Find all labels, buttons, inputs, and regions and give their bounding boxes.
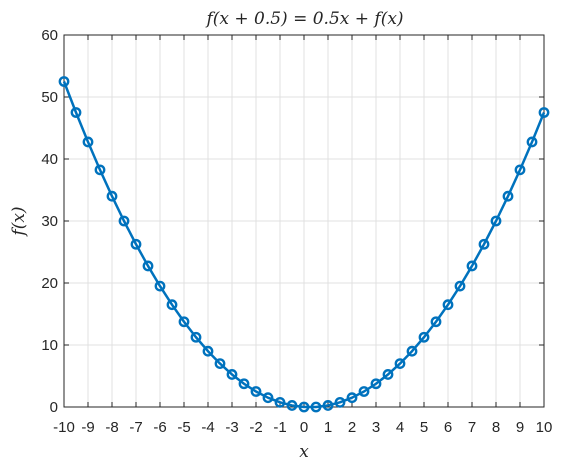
data-point: [466, 260, 478, 272]
data-point: [442, 299, 454, 311]
data-point: [130, 238, 142, 250]
data-point: [310, 401, 322, 413]
x-tick-label: -8: [105, 419, 118, 436]
data-point: [106, 190, 118, 202]
x-tick-label: 8: [492, 419, 500, 436]
data-point: [514, 164, 526, 176]
grid: [63, 34, 545, 408]
data-point: [346, 392, 358, 404]
data-point: [502, 190, 514, 202]
data-point: [286, 400, 298, 411]
data-point: [214, 358, 226, 369]
x-tick-label: 9: [516, 419, 524, 436]
data-point: [454, 280, 466, 292]
x-tick-label: 7: [468, 419, 476, 436]
x-tick-label: -2: [249, 419, 262, 436]
data-point: [430, 316, 442, 328]
data-point: [142, 260, 154, 272]
data-point: [238, 378, 250, 390]
data-point: [94, 164, 106, 176]
data-point: [418, 331, 430, 343]
x-tick-label: 3: [372, 419, 380, 436]
x-tick-label: 4: [396, 419, 404, 436]
x-tick-label: 5: [420, 419, 428, 436]
x-tick-label: 6: [444, 419, 452, 436]
x-tick-label: -1: [273, 419, 286, 436]
y-tick-label: 50: [41, 89, 58, 106]
chart-title: f(x + 0.5) = 0.5x + f(x): [204, 9, 403, 29]
axis-ticks: [63, 34, 545, 408]
data-point: [406, 345, 418, 357]
data-point: [178, 316, 190, 328]
x-tick-label: -5: [177, 419, 190, 436]
data-point: [262, 392, 274, 404]
data-point: [58, 76, 70, 87]
data-point: [154, 280, 166, 292]
x-tick-label: 0: [300, 419, 308, 436]
data-point: [334, 396, 346, 408]
x-tick-label: -6: [153, 419, 166, 436]
x-tick-label: -10: [53, 419, 75, 436]
data-point: [382, 369, 394, 380]
data-point: [370, 378, 382, 390]
x-tick-label: -4: [201, 419, 214, 436]
data-point: [190, 331, 202, 343]
data-point: [202, 345, 214, 357]
x-axis-label: x: [299, 442, 309, 462]
data-point: [478, 238, 490, 250]
data-point: [250, 386, 262, 397]
data-point: [82, 136, 94, 148]
x-tick-label: -9: [81, 419, 94, 436]
data-point: [538, 107, 550, 118]
y-tick-label: 60: [41, 27, 58, 44]
x-tick-labels: -10 -9 -8 -7 -6 -5 -4 -3 -2 -1 0 1 2 3 4 5 6 7 8 9 10: [53, 419, 552, 436]
y-tick-labels: 0 10 20 30 40 50 60: [41, 27, 58, 416]
data-point: [166, 299, 178, 311]
x-tick-label: 2: [348, 419, 356, 436]
data-point: [394, 358, 406, 369]
data-point: [322, 400, 334, 411]
data-point: [298, 401, 310, 413]
data-point: [526, 136, 538, 148]
series-line: [62, 81, 546, 409]
x-tick-label: 1: [324, 419, 332, 436]
data-point: [70, 107, 82, 118]
data-point: [274, 396, 286, 408]
data-point: [226, 369, 238, 380]
y-tick-label: 40: [41, 151, 58, 168]
y-tick-label: 0: [50, 399, 58, 416]
x-tick-label: 10: [536, 419, 553, 436]
data-point: [358, 386, 370, 397]
y-tick-label: 20: [41, 275, 58, 292]
y-tick-label: 30: [41, 213, 58, 230]
y-tick-label: 10: [41, 337, 58, 354]
series-layer: [58, 76, 550, 413]
x-tick-label: -7: [129, 419, 142, 436]
y-axis-label: f(x): [9, 206, 29, 237]
x-tick-label: -3: [225, 419, 238, 436]
data-point: [490, 215, 502, 227]
data-point: [118, 215, 130, 227]
